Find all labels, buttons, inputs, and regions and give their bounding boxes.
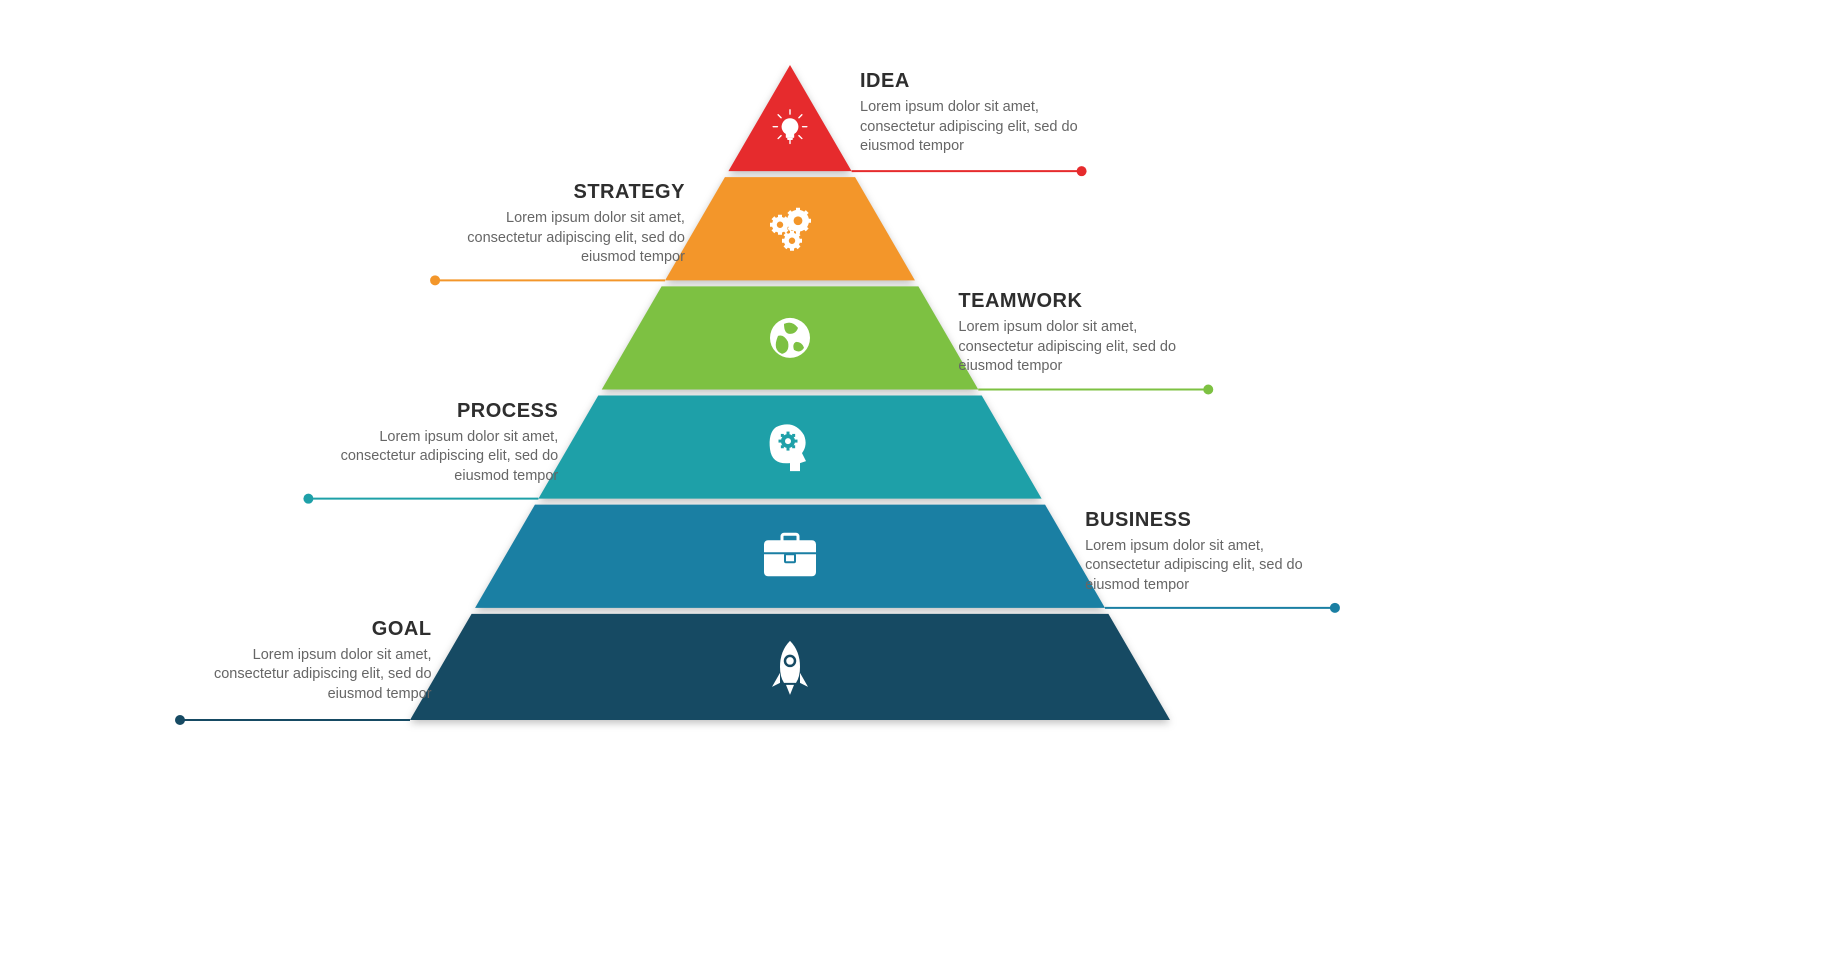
pyramid-level-0 <box>728 65 851 171</box>
level-title-2: TEAMWORK <box>958 290 1198 312</box>
level-body-3: Lorem ipsum dolor sit amet, consectetur … <box>318 428 558 487</box>
level-body-1: Lorem ipsum dolor sit amet, consectetur … <box>445 209 685 268</box>
level-title-0: IDEA <box>860 70 1100 92</box>
level-label-5: GOAL Lorem ipsum dolor sit amet, consecte… <box>192 618 432 705</box>
globe-icon <box>770 318 810 358</box>
level-label-4: BUSINESS Lorem ipsum dolor sit amet, cons… <box>1085 509 1325 596</box>
briefcase-icon <box>764 534 816 576</box>
level-label-2: TEAMWORK Lorem ipsum dolor sit amet, cons… <box>958 290 1198 377</box>
level-body-4: Lorem ipsum dolor sit amet, consectetur … <box>1085 537 1325 596</box>
level-title-3: PROCESS <box>318 400 558 422</box>
connector-dot-2 <box>1203 385 1213 395</box>
level-body-2: Lorem ipsum dolor sit amet, consectetur … <box>958 318 1198 377</box>
level-title-1: STRATEGY <box>445 181 685 203</box>
infographic-stage: IDEA Lorem ipsum dolor sit amet, consecte… <box>0 0 1838 980</box>
connector-dot-0 <box>1077 166 1087 176</box>
connector-dot-3 <box>303 494 313 504</box>
level-body-5: Lorem ipsum dolor sit amet, consectetur … <box>192 646 432 705</box>
level-title-5: GOAL <box>192 618 432 640</box>
connector-dot-1 <box>430 275 440 285</box>
level-label-1: STRATEGY Lorem ipsum dolor sit amet, cons… <box>445 181 685 268</box>
connector-dot-4 <box>1330 603 1340 613</box>
level-title-4: BUSINESS <box>1085 509 1325 531</box>
level-label-0: IDEA Lorem ipsum dolor sit amet, consecte… <box>860 70 1100 157</box>
level-label-3: PROCESS Lorem ipsum dolor sit amet, conse… <box>318 400 558 487</box>
level-body-0: Lorem ipsum dolor sit amet, consectetur … <box>860 98 1100 157</box>
connector-dot-5 <box>175 715 185 725</box>
